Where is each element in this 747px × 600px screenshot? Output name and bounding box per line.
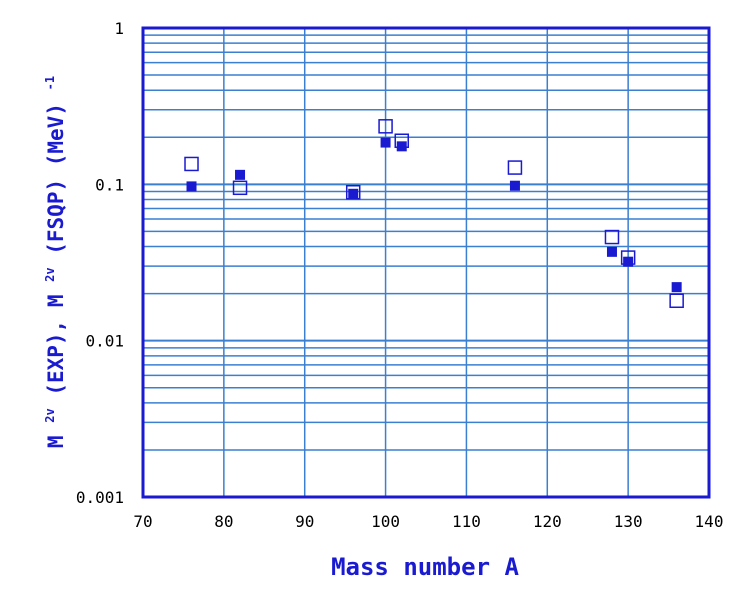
- filled-square-point: [509, 180, 520, 191]
- filled-square-point: [671, 282, 682, 293]
- y-label-m1: M: [44, 435, 68, 448]
- filled-square-point: [186, 181, 197, 192]
- x-tick-label: 100: [371, 512, 400, 531]
- x-tick-label: 120: [533, 512, 562, 531]
- filled-square-point: [623, 256, 634, 267]
- open-square-point: [604, 229, 620, 245]
- open-square-point: [378, 119, 393, 134]
- y-label-fsqp: (FSQP) (MeV): [44, 103, 68, 255]
- open-square-point: [345, 184, 361, 200]
- filled-square-point: [606, 246, 617, 257]
- filled-square-point: [396, 141, 407, 152]
- x-axis-label: Mass number A: [331, 553, 519, 581]
- filled-square-point: [380, 137, 391, 148]
- filled-square-point: [235, 169, 246, 180]
- x-tick-label: 110: [452, 512, 481, 531]
- plot-frame: [141, 26, 711, 499]
- filled-square-point: [348, 188, 359, 199]
- data-points: [184, 119, 684, 309]
- x-tick-label: 90: [295, 512, 314, 531]
- y-label-exp: (EXP), M: [44, 295, 68, 396]
- y-tick-label: 0.1: [95, 175, 124, 194]
- x-tick-label: 80: [214, 512, 233, 531]
- axis-ticks: 70 80 90 100 110 120 130 140 0.001 0.01 0.1 1: [76, 19, 724, 531]
- y-tick-label: 0.01: [85, 332, 124, 351]
- x-tick-label: 140: [695, 512, 724, 531]
- open-square-point: [620, 250, 636, 265]
- open-square-point: [507, 160, 523, 175]
- open-square-point: [669, 293, 684, 309]
- y-tick-label: 0.001: [76, 488, 124, 507]
- open-square-point: [184, 156, 199, 172]
- grid: [142, 28, 710, 498]
- x-tick-label: 70: [133, 512, 152, 531]
- y-label-sup2: 2v: [43, 267, 57, 281]
- open-square-point: [232, 180, 248, 196]
- x-tick-label: 130: [614, 512, 643, 531]
- y-label-sup3: -1: [43, 76, 57, 90]
- open-square-point: [394, 133, 409, 149]
- y-axis-label: M 2v (EXP), M 2v (FSQP) (MeV) -1: [35, 76, 68, 448]
- y-tick-label: 1: [114, 19, 124, 38]
- y-label-sup1: 2v: [43, 408, 57, 422]
